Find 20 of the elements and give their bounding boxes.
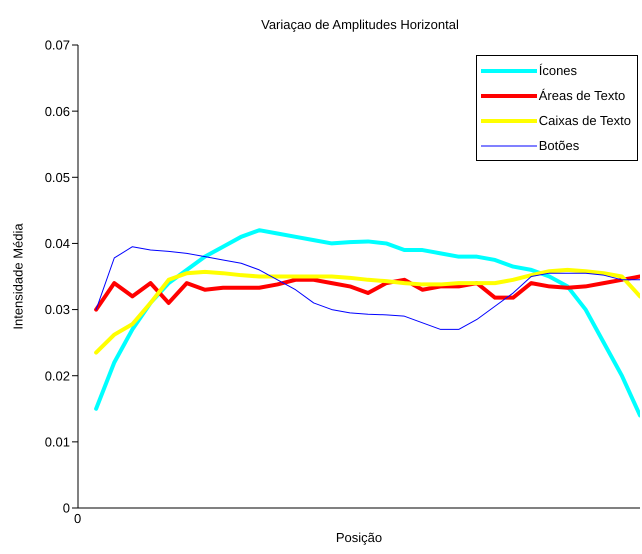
legend-label: Áreas de Texto <box>538 88 626 103</box>
y-tick-label: 0 <box>62 500 70 516</box>
text: 0 <box>74 511 82 526</box>
y-axis-title: Intensidade Média <box>10 222 26 330</box>
legend-label: Caixas de Texto <box>538 113 631 128</box>
line-series <box>94 274 640 312</box>
y-tick-label: 0.03 <box>44 302 70 318</box>
legend-label: Ícones <box>538 63 578 78</box>
line-series <box>94 228 640 418</box>
line-series <box>96 246 640 330</box>
y-tick-label: 0.06 <box>44 104 70 119</box>
line-series <box>94 268 640 355</box>
y-tick-label: 0.04 <box>44 236 70 252</box>
y-tick-label: 0.01 <box>44 434 70 450</box>
chart-title: Variaçao de Amplitudes Horizontal <box>260 17 460 32</box>
x-axis-title: Posição <box>336 530 382 545</box>
y-tick-label: 0.05 <box>44 170 70 185</box>
y-tick-label: 0.02 <box>44 368 70 384</box>
y-tick-label: 0.07 <box>44 38 70 53</box>
legend-label: Botões <box>538 138 580 153</box>
